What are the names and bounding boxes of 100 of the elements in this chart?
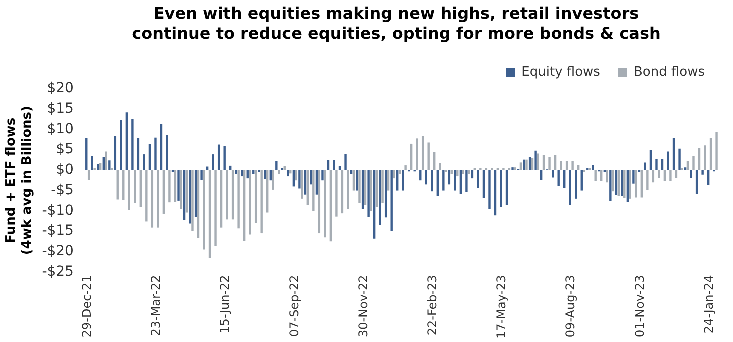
bar bbox=[500, 170, 502, 208]
bar bbox=[612, 170, 614, 192]
bar bbox=[180, 170, 182, 210]
bar bbox=[431, 170, 434, 192]
bar bbox=[178, 170, 180, 201]
bar bbox=[154, 138, 157, 170]
bar bbox=[324, 170, 326, 238]
y-tick-label: -$25 bbox=[42, 264, 74, 280]
bar bbox=[534, 150, 537, 170]
bar bbox=[554, 155, 557, 170]
bar bbox=[312, 170, 315, 212]
bar bbox=[379, 170, 382, 226]
bar bbox=[672, 138, 676, 170]
bar bbox=[402, 170, 404, 191]
bar bbox=[148, 144, 152, 170]
bar bbox=[387, 170, 390, 191]
bar bbox=[229, 166, 232, 170]
bar bbox=[99, 163, 102, 170]
bar bbox=[344, 154, 347, 170]
bar bbox=[249, 170, 252, 235]
bar bbox=[460, 170, 462, 194]
y-tick-label: $15 bbox=[47, 100, 74, 117]
bar bbox=[157, 170, 160, 228]
x-tick-label: 01-Nov-23 bbox=[632, 275, 647, 338]
bar bbox=[632, 170, 635, 184]
bar bbox=[468, 170, 470, 174]
bar bbox=[126, 112, 128, 170]
bar bbox=[566, 161, 568, 170]
bar bbox=[569, 170, 572, 206]
bar bbox=[373, 170, 376, 239]
bar bbox=[347, 170, 350, 210]
bar bbox=[635, 170, 638, 198]
bar bbox=[189, 170, 192, 224]
bar bbox=[105, 152, 108, 170]
bar bbox=[174, 170, 177, 202]
bar bbox=[376, 170, 378, 208]
y-tick-label: -$20 bbox=[42, 243, 74, 260]
bar bbox=[410, 144, 413, 170]
bar bbox=[260, 170, 263, 234]
bar bbox=[526, 160, 528, 170]
bar bbox=[166, 135, 168, 170]
bar bbox=[364, 170, 367, 206]
bar bbox=[143, 154, 146, 170]
x-tick-label: 23-Mar-22 bbox=[149, 275, 164, 336]
y-tick-label: -$10 bbox=[42, 202, 74, 219]
bar bbox=[514, 168, 516, 170]
bar bbox=[362, 170, 364, 210]
bar bbox=[384, 170, 388, 218]
y-axis-title: Fund + ETF flows (4wk avg in Billions) bbox=[4, 106, 35, 256]
bar bbox=[523, 160, 526, 170]
bar bbox=[382, 170, 384, 203]
bar bbox=[618, 170, 620, 196]
bar bbox=[226, 170, 228, 220]
bar bbox=[254, 170, 258, 224]
bar bbox=[678, 148, 681, 170]
bar bbox=[610, 170, 612, 202]
bar bbox=[146, 170, 148, 222]
x-tick-label: 22-Feb-23 bbox=[426, 275, 440, 336]
bar bbox=[698, 148, 701, 170]
bar bbox=[368, 170, 370, 218]
bar bbox=[168, 170, 171, 203]
bar bbox=[600, 170, 603, 182]
x-tick-label: 29-Dec-21 bbox=[80, 275, 94, 338]
bar bbox=[341, 170, 344, 214]
bar bbox=[646, 170, 649, 190]
y-tick-label: $10 bbox=[47, 121, 74, 138]
bar bbox=[272, 170, 274, 190]
bar bbox=[564, 170, 566, 188]
bar bbox=[390, 170, 393, 232]
bar bbox=[330, 170, 332, 242]
bar bbox=[640, 170, 644, 198]
bar bbox=[192, 170, 194, 232]
bar bbox=[370, 170, 372, 212]
bar bbox=[434, 152, 436, 170]
bar bbox=[301, 170, 304, 199]
bar bbox=[212, 154, 214, 170]
bar bbox=[243, 170, 246, 242]
bar bbox=[186, 170, 188, 213]
bar bbox=[404, 166, 407, 170]
bar bbox=[552, 170, 554, 178]
bar bbox=[442, 170, 445, 191]
bar bbox=[696, 170, 698, 194]
bar bbox=[454, 170, 456, 191]
bar bbox=[336, 170, 338, 217]
bar bbox=[327, 160, 330, 170]
bar bbox=[702, 170, 704, 175]
bar bbox=[580, 170, 583, 191]
bar bbox=[661, 159, 664, 170]
bar bbox=[120, 120, 122, 170]
bar bbox=[512, 168, 514, 170]
bar bbox=[621, 170, 624, 196]
bar bbox=[626, 170, 630, 202]
bar bbox=[194, 170, 198, 218]
x-tick-label: 09-Aug-23 bbox=[564, 275, 578, 338]
x-tick-label: 30-Nov-22 bbox=[356, 275, 370, 338]
bar bbox=[122, 170, 125, 201]
bar bbox=[214, 170, 217, 247]
bar bbox=[710, 138, 712, 170]
bar bbox=[266, 170, 269, 213]
bar bbox=[200, 170, 203, 180]
